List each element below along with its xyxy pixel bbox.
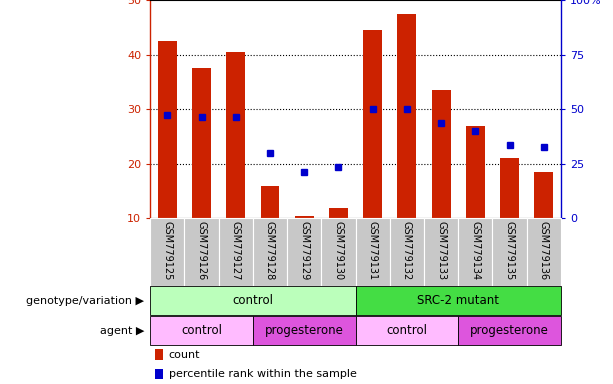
Bar [356, 218, 390, 286]
Text: GSM779126: GSM779126 [197, 220, 207, 280]
Text: control: control [386, 324, 427, 337]
Bar [226, 52, 245, 218]
Bar [155, 349, 163, 360]
Bar [458, 316, 561, 345]
Bar [261, 186, 280, 218]
Bar [253, 218, 287, 286]
Text: GSM779136: GSM779136 [539, 220, 549, 280]
Bar [527, 218, 561, 286]
Text: control: control [232, 294, 273, 307]
Bar [424, 218, 458, 286]
Text: GSM779133: GSM779133 [436, 220, 446, 280]
Text: agent ▶: agent ▶ [100, 326, 144, 336]
Bar [287, 218, 321, 286]
Bar [466, 126, 485, 218]
Text: GSM779128: GSM779128 [265, 220, 275, 280]
Bar [253, 316, 356, 345]
Bar [150, 286, 356, 315]
Bar [155, 369, 163, 379]
Bar [185, 218, 219, 286]
Text: GSM779135: GSM779135 [504, 220, 514, 280]
Bar [397, 14, 416, 218]
Bar [321, 218, 356, 286]
Bar [500, 159, 519, 218]
Bar [158, 41, 177, 218]
Text: GSM779127: GSM779127 [230, 220, 241, 280]
Text: genotype/variation ▶: genotype/variation ▶ [26, 296, 144, 306]
Bar [364, 30, 382, 218]
Bar [390, 218, 424, 286]
Text: GSM779125: GSM779125 [162, 220, 172, 280]
Bar [192, 68, 211, 218]
Bar [329, 208, 348, 218]
Bar [432, 90, 451, 218]
Text: GSM779129: GSM779129 [299, 220, 309, 280]
Text: progesterone: progesterone [265, 324, 344, 337]
Bar [356, 316, 458, 345]
Bar [150, 316, 253, 345]
Text: SRC-2 mutant: SRC-2 mutant [417, 294, 499, 307]
Text: progesterone: progesterone [470, 324, 549, 337]
Bar [295, 216, 314, 218]
Bar [356, 286, 561, 315]
Bar [458, 218, 492, 286]
Bar [535, 172, 553, 218]
Text: count: count [169, 350, 200, 360]
Text: GSM779132: GSM779132 [402, 220, 412, 280]
Text: GSM779134: GSM779134 [470, 220, 481, 280]
Text: control: control [181, 324, 222, 337]
Bar [219, 218, 253, 286]
Text: percentile rank within the sample: percentile rank within the sample [169, 369, 357, 379]
Bar [492, 218, 527, 286]
Text: GSM779130: GSM779130 [333, 220, 343, 280]
Text: GSM779131: GSM779131 [368, 220, 378, 280]
Bar [150, 218, 185, 286]
